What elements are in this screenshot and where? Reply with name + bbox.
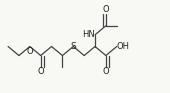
Text: O: O	[103, 67, 109, 76]
Text: S: S	[70, 42, 76, 51]
Text: OH: OH	[117, 42, 130, 51]
Text: HN: HN	[82, 30, 95, 39]
Text: O: O	[37, 67, 44, 76]
Text: O: O	[27, 46, 33, 56]
Text: O: O	[103, 5, 109, 14]
